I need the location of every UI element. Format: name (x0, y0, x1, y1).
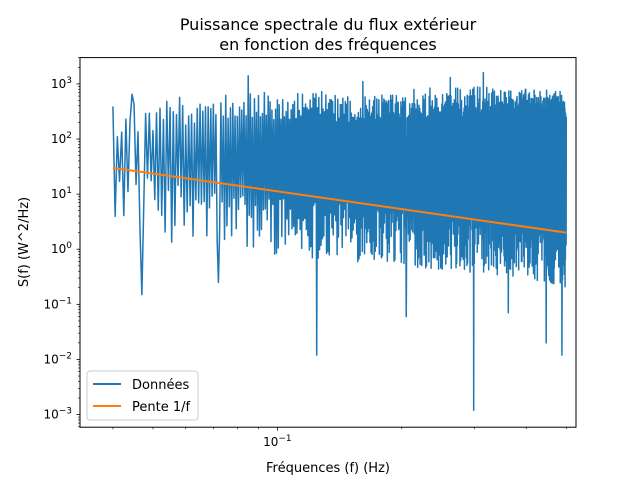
chart-title-line-2: en fonction des fréquences (219, 35, 437, 54)
legend-label-pente: Pente 1/f (132, 400, 190, 415)
series-pente-line (112, 166, 567, 234)
plot-area (112, 71, 568, 411)
chart-title-line-1: Puissance spectrale du flux extérieur (180, 15, 477, 34)
legend: Données Pente 1/f (86, 370, 199, 421)
x-axis-label: Fréquences (f) (Hz) (266, 461, 390, 476)
legend-label-donnees: Données (132, 378, 189, 393)
y-axis-label: S(f) (W^2/Hz) (17, 197, 32, 287)
series-donnees-line (112, 71, 568, 411)
axes-frame (79, 57, 577, 428)
